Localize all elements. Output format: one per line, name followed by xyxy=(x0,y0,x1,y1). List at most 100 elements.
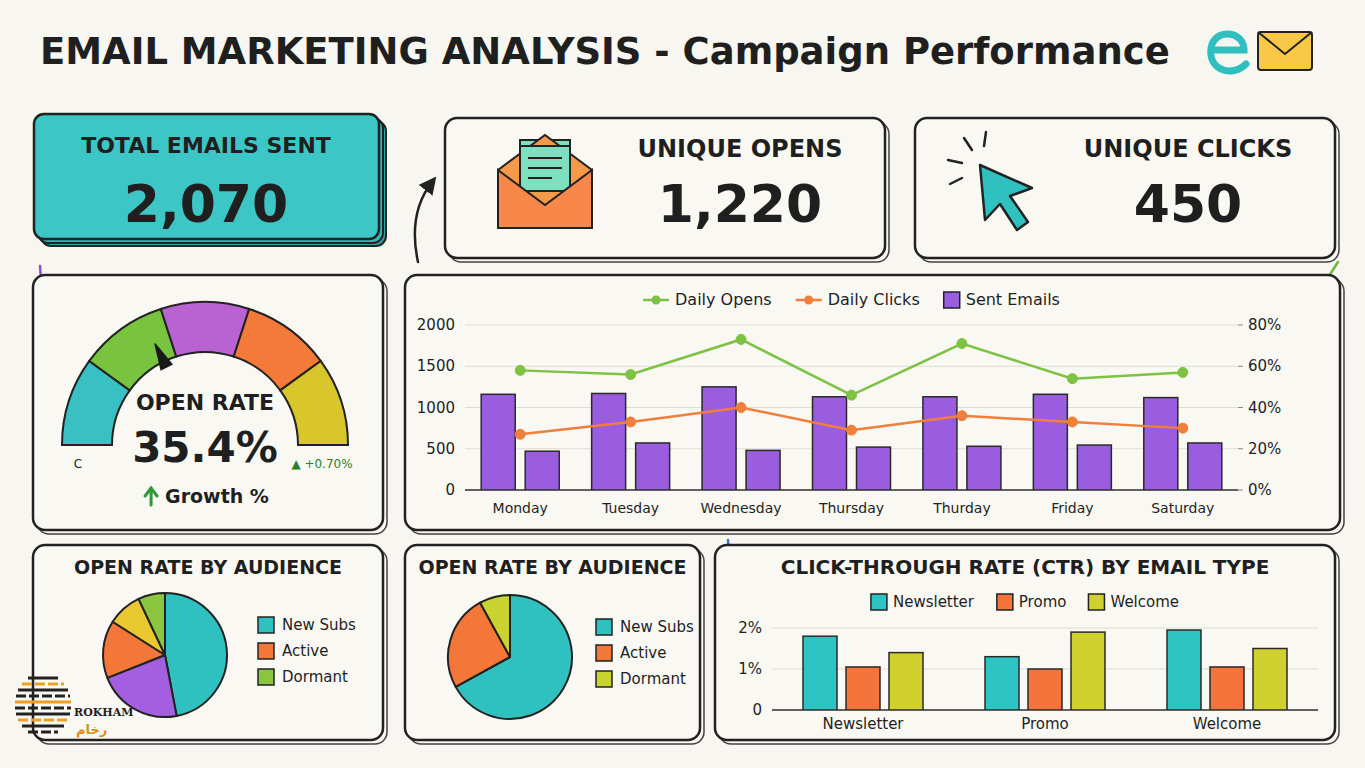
line-marker xyxy=(1178,423,1188,433)
y-tick-label: 500 xyxy=(426,440,455,458)
bar xyxy=(846,667,880,710)
line-marker xyxy=(515,365,525,375)
gauge-needle xyxy=(155,344,172,370)
grid-line xyxy=(465,366,1238,367)
watermark-subtext: رخام xyxy=(76,722,107,738)
x-tick-label: Thursday xyxy=(818,500,884,516)
grid-line xyxy=(465,490,1238,491)
legend: New SubsActiveDormant xyxy=(258,616,356,686)
gauge-segment xyxy=(89,309,176,390)
panel-frame xyxy=(33,275,383,530)
bar xyxy=(985,657,1019,710)
icon-envelope-back xyxy=(498,135,592,228)
bar xyxy=(481,394,515,490)
line-marker xyxy=(1067,374,1077,384)
x-tick-label: Promo xyxy=(1021,715,1069,733)
kpi-value: 2,070 xyxy=(124,174,288,234)
x-tick-label: Newsletter xyxy=(822,715,904,733)
bar xyxy=(746,450,780,490)
logo-e xyxy=(1211,34,1246,71)
icon-lines xyxy=(528,158,562,178)
y-tick-label: 1% xyxy=(738,660,762,678)
legend-swatch xyxy=(596,645,612,661)
panel-frame xyxy=(33,545,383,740)
bar xyxy=(1253,649,1287,711)
x-tick-label: Saturday xyxy=(1151,500,1214,516)
line xyxy=(520,339,1183,395)
y2-tick-label: 40% xyxy=(1248,399,1281,417)
line-marker xyxy=(626,370,636,380)
bar xyxy=(967,446,1001,490)
kpi-card: UNIQUE OPENS1,220 xyxy=(445,118,889,262)
line xyxy=(520,408,1183,435)
legend-swatch xyxy=(997,594,1013,610)
y-tick-label: 1000 xyxy=(417,399,455,417)
gauge-title: OPEN RATE xyxy=(136,390,274,415)
icon-rays xyxy=(948,132,986,184)
y2-tick-label: 20% xyxy=(1248,440,1281,458)
panel-frame xyxy=(715,545,1335,740)
decor-arrow xyxy=(415,182,432,262)
line-marker xyxy=(1067,417,1077,427)
kpi-card: UNIQUE CLICKS450 xyxy=(915,118,1339,262)
legend-label: Welcome xyxy=(1110,593,1179,611)
pie-slice xyxy=(139,593,165,655)
page-title: EMAIL MARKETING ANALYSIS - Campaign Perf… xyxy=(40,30,1170,73)
bar xyxy=(1188,443,1222,490)
legend-swatch xyxy=(871,594,887,610)
y-tick-label: 2000 xyxy=(417,316,455,334)
gauge-panel: OPEN RATE35.4%Growth %▲ +0.70%C xyxy=(33,275,387,534)
bar xyxy=(1033,394,1067,490)
legend: New SubsActiveDormant xyxy=(596,618,694,688)
envelope-icon xyxy=(498,135,592,228)
bar xyxy=(1028,669,1062,710)
line-marker xyxy=(847,425,857,435)
legend-swatch xyxy=(652,296,661,305)
bar xyxy=(857,447,891,490)
legend-swatch xyxy=(944,292,960,308)
panel-frame xyxy=(915,118,1335,258)
panel-title: CLICK-THROUGH RATE (CTR) BY EMAIL TYPE xyxy=(781,555,1270,579)
panel-frame xyxy=(405,275,1340,530)
bar xyxy=(803,636,837,710)
panel-title: OPEN RATE BY AUDIENCE xyxy=(74,556,342,578)
y-tick-label: 0 xyxy=(445,481,455,499)
legend-label: Dormant xyxy=(282,668,348,686)
cursor-icon xyxy=(948,132,1032,230)
watermark-text: ROKHAM xyxy=(74,706,133,719)
legend-swatch xyxy=(596,671,612,687)
growth-annotation: ▲ +0.70% xyxy=(291,457,352,471)
legend-label: Dormant xyxy=(620,670,686,688)
logo-envelope xyxy=(1258,32,1312,70)
watermark-stripe xyxy=(16,695,70,698)
bar xyxy=(592,393,626,490)
legend-label: Promo xyxy=(1019,593,1067,611)
y2-tick xyxy=(1238,366,1243,367)
y2-tick xyxy=(1238,490,1243,491)
y-tick-label: 0 xyxy=(752,701,762,719)
gauge-segment xyxy=(280,361,348,445)
growth-arrow xyxy=(145,488,157,505)
bar xyxy=(923,397,957,490)
watermark: ROKHAM رخام xyxy=(15,678,133,738)
watermark-stripe xyxy=(16,713,70,716)
y2-tick xyxy=(1238,407,1243,408)
bar xyxy=(889,653,923,710)
panel-title: OPEN RATE BY AUDIENCE xyxy=(419,556,687,578)
line-marker xyxy=(847,390,857,400)
bar xyxy=(1144,398,1178,490)
line-marker xyxy=(736,403,746,413)
dashboard: EMAIL MARKETING ANALYSIS - Campaign Perf… xyxy=(0,0,1365,768)
x-tick-label: Monday xyxy=(493,500,548,516)
pie-slice xyxy=(480,595,510,657)
legend: Newsletter Promo Welcome xyxy=(871,593,1179,611)
legend-label: Newsletter xyxy=(893,593,975,611)
panel-frame xyxy=(405,545,700,740)
bar xyxy=(1210,667,1244,710)
combo-panel: 05001000150020000%20%40%60%80%MondayTues… xyxy=(405,275,1344,534)
logo-flap xyxy=(1258,32,1312,54)
kpi-value: 1,220 xyxy=(658,174,822,234)
legend-label: Sent Emails xyxy=(966,290,1060,309)
card-frame xyxy=(34,114,379,239)
legend-swatch xyxy=(1088,594,1104,610)
